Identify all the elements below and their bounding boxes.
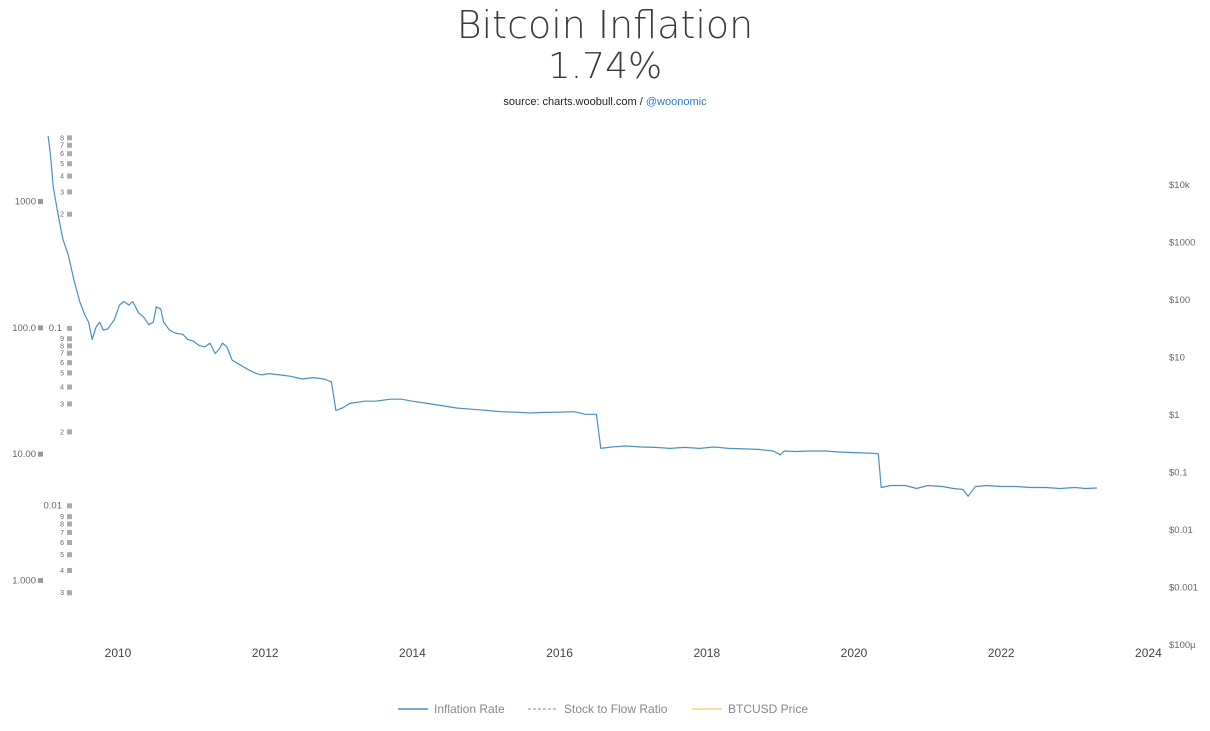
inner-axis-label: 4 bbox=[60, 568, 64, 575]
inner-axis-tick bbox=[67, 514, 72, 520]
inner-axis-tick bbox=[67, 151, 72, 157]
inner-axis-tick bbox=[67, 529, 72, 535]
right-axis-label: $10k bbox=[1169, 180, 1190, 191]
right-axis-label: $0.1 bbox=[1169, 468, 1188, 479]
inner-axis-label: 6 bbox=[60, 151, 64, 158]
source-text: source: charts.woobull.com / bbox=[503, 96, 646, 108]
inner-axis-label: 5 bbox=[60, 161, 64, 168]
left-axis-tick bbox=[38, 199, 43, 204]
inner-axis-label: 2 bbox=[60, 212, 64, 219]
x-axis-label: 2020 bbox=[841, 646, 868, 660]
right-y-axis: $10k $1000 $100 $10 $1 $0.1 $0.01 $0.001 $100µ bbox=[1169, 180, 1198, 651]
inner-axis-tick bbox=[67, 325, 72, 331]
legend-inflation-rate[interactable]: Inflation Rate bbox=[398, 702, 505, 716]
inner-axis-tick bbox=[67, 336, 72, 342]
inner-axis-tick bbox=[67, 343, 72, 349]
x-axis-label: 2018 bbox=[693, 646, 720, 660]
right-axis-label: $100µ bbox=[1169, 640, 1196, 651]
inner-axis-tick bbox=[67, 142, 72, 148]
inner-axis-label: 5 bbox=[60, 370, 64, 377]
x-axis-label: 2022 bbox=[988, 646, 1015, 660]
inner-axis-label: 3 bbox=[60, 189, 64, 196]
right-axis-label: $10 bbox=[1169, 353, 1185, 364]
inner-axis-label: 0.01 bbox=[44, 500, 63, 511]
inner-axis-label: 7 bbox=[60, 143, 64, 150]
inner-axis-label: 9 bbox=[60, 336, 64, 343]
legend-label: Stock to Flow Ratio bbox=[564, 702, 668, 716]
inner-axis-label: 8 bbox=[60, 343, 64, 350]
inner-axis-label: 4 bbox=[60, 385, 64, 392]
inner-axis-label: 0.1 bbox=[49, 323, 62, 334]
x-axis-label: 2016 bbox=[546, 646, 573, 660]
legend-label: Inflation Rate bbox=[434, 702, 505, 716]
inner-axis-tick bbox=[67, 539, 72, 545]
inner-axis-label: 6 bbox=[60, 540, 64, 547]
inner-axis-label: 5 bbox=[60, 552, 64, 559]
inner-axis-tick bbox=[67, 360, 72, 366]
inner-axis-tick bbox=[67, 211, 72, 217]
inner-axis-label: 2 bbox=[60, 429, 64, 436]
chart-title: Bitcoin Inflation bbox=[456, 3, 754, 47]
inner-axis-tick bbox=[67, 552, 72, 558]
inner-axis-tick bbox=[67, 567, 72, 573]
x-axis-label: 2024 bbox=[1135, 646, 1162, 660]
inner-axis-tick bbox=[67, 384, 72, 390]
left-axis-tick bbox=[38, 578, 43, 583]
inner-axis-tick bbox=[67, 161, 72, 167]
left-axis-tick bbox=[38, 451, 43, 457]
x-axis-label: 2012 bbox=[252, 646, 279, 660]
left-axis-label: 100.0 bbox=[12, 323, 36, 334]
left-axis-label: 1.000 bbox=[12, 576, 36, 587]
inner-axis-tick bbox=[67, 503, 72, 509]
legend-label: BTCUSD Price bbox=[728, 702, 808, 716]
inner-axis-tick bbox=[67, 135, 72, 141]
inner-axis-label: 8 bbox=[60, 135, 64, 142]
source-credit: source: charts.woobull.com / @woonomic bbox=[0, 96, 1210, 108]
inflation-rate-line bbox=[47, 135, 1097, 497]
inner-axis-label: 4 bbox=[60, 174, 64, 181]
inner-axis-label: 9 bbox=[60, 514, 64, 521]
inner-axis-label: 6 bbox=[60, 360, 64, 367]
inner-axis-tick bbox=[67, 590, 72, 596]
inner-axis-tick bbox=[67, 521, 72, 527]
left-axis-label: 10.00 bbox=[12, 449, 36, 460]
inner-axis-label: 7 bbox=[60, 530, 64, 537]
right-axis-label: $100 bbox=[1169, 295, 1190, 306]
x-axis: 2010 2012 2014 2016 2018 2020 2022 2024 bbox=[105, 646, 1162, 660]
left-axis-label: 1000 bbox=[15, 197, 36, 208]
left-y-axis: 1000 100.0 10.00 1.000 bbox=[12, 197, 43, 587]
right-axis-label: $1 bbox=[1169, 410, 1180, 421]
chart-legend: Inflation Rate Stock to Flow Ratio BTCUSD … bbox=[398, 702, 808, 716]
current-inflation-value: 1.74% bbox=[547, 46, 663, 87]
inner-axis-label: 3 bbox=[60, 401, 64, 408]
right-axis-label: $0.001 bbox=[1169, 583, 1198, 594]
x-axis-label: 2010 bbox=[105, 646, 132, 660]
x-axis-label: 2014 bbox=[399, 646, 426, 660]
inner-axis-tick bbox=[67, 401, 72, 407]
inner-axis-tick bbox=[67, 429, 72, 435]
inner-axis-tick bbox=[67, 370, 72, 376]
legend-btcusd-price[interactable]: BTCUSD Price bbox=[692, 702, 808, 716]
inner-axis-label: 7 bbox=[60, 351, 64, 358]
inner-axis-tick bbox=[67, 189, 72, 195]
inner-axis-label: 8 bbox=[60, 522, 64, 529]
series-layer bbox=[47, 135, 1097, 497]
right-axis-label: $1000 bbox=[1169, 238, 1195, 249]
inner-axis-tick bbox=[67, 350, 72, 356]
right-axis-label: $0.01 bbox=[1169, 525, 1193, 536]
source-handle-link[interactable]: @woonomic bbox=[645, 96, 707, 108]
inner-axis-label: 3 bbox=[60, 590, 64, 597]
left-axis-tick bbox=[38, 325, 43, 331]
legend-stock-to-flow[interactable]: Stock to Flow Ratio bbox=[528, 702, 668, 716]
inner-axis-tick bbox=[67, 173, 72, 179]
